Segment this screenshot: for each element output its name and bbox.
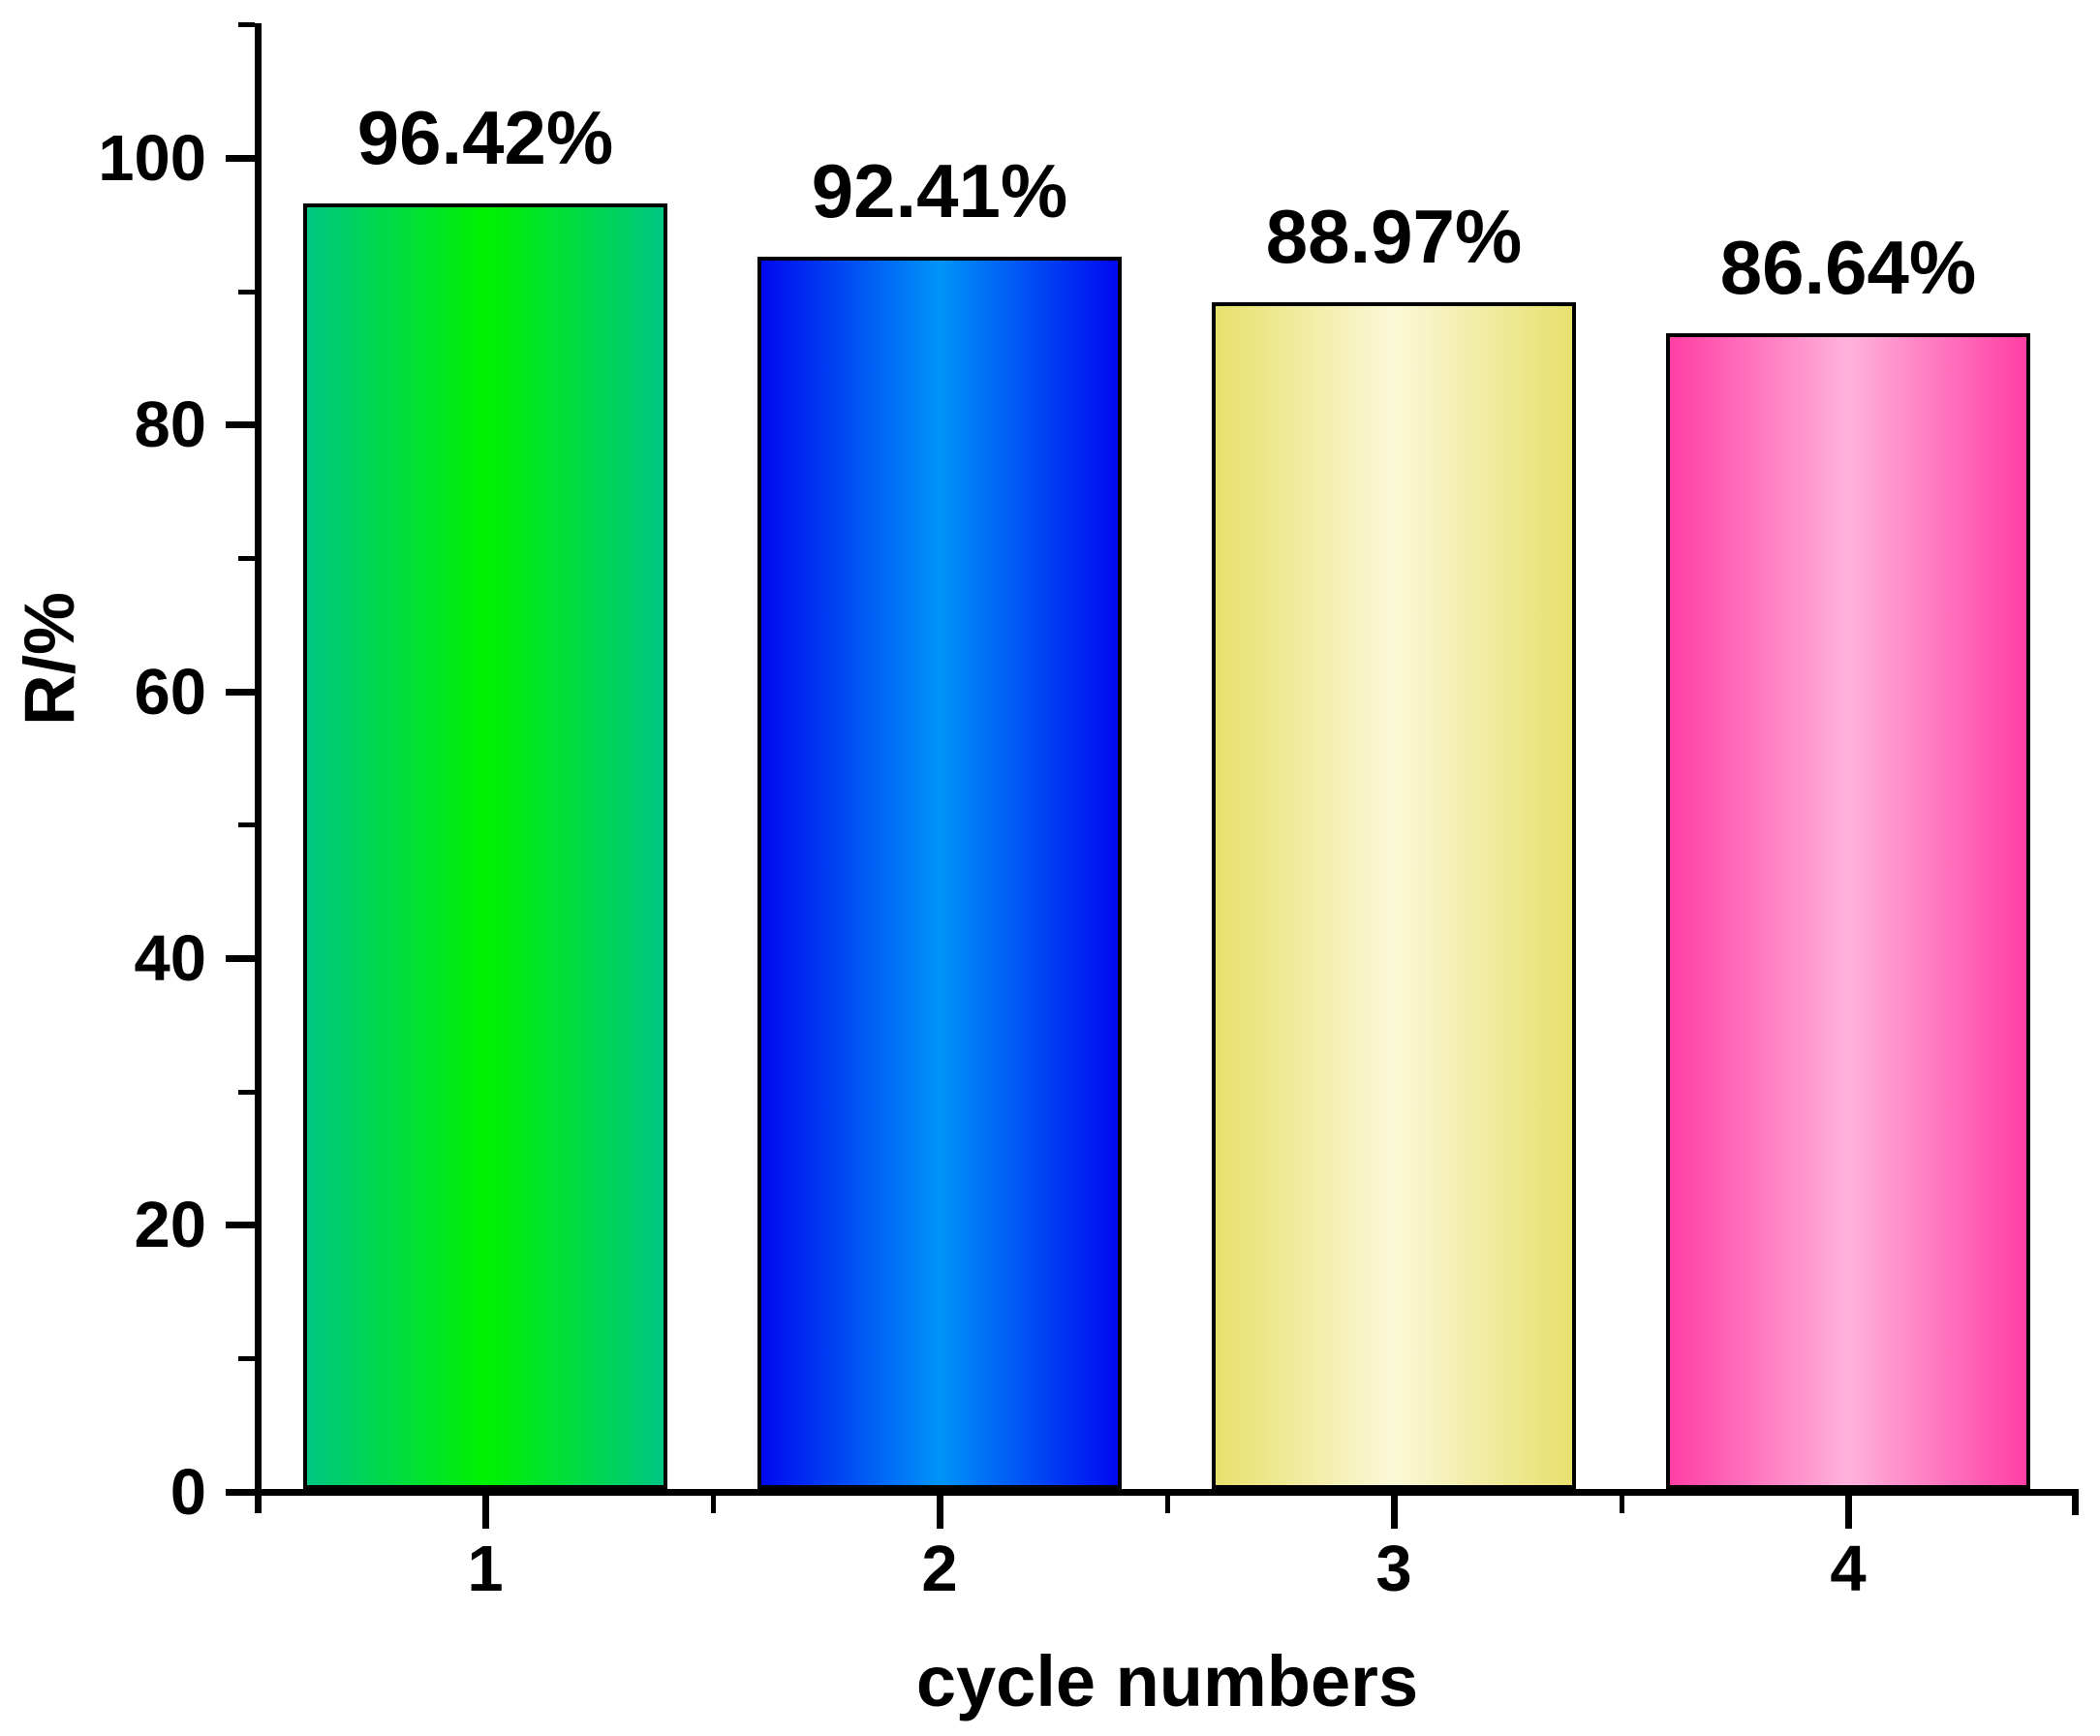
x-tick-label: 2 [921, 1533, 958, 1605]
y-tick-label: 80 [134, 388, 206, 461]
x-axis-line [229, 1489, 2079, 1496]
x-tick-label: 3 [1375, 1533, 1412, 1605]
y-tick-label: 20 [134, 1189, 206, 1261]
y-minor-tick [238, 1356, 255, 1361]
y-minor-tick [238, 290, 255, 294]
y-minor-tick [238, 822, 255, 827]
y-tick-label: 100 [98, 122, 206, 195]
y-major-tick [226, 155, 255, 162]
x-major-tick [1845, 1496, 1852, 1529]
y-major-tick [226, 1222, 255, 1228]
bar-cycle-1 [303, 203, 667, 1489]
bar-cycle-3 [1212, 302, 1576, 1489]
y-minor-tick [238, 1090, 255, 1095]
x-tick-label: 1 [467, 1533, 504, 1605]
x-major-tick [937, 1496, 943, 1529]
y-major-tick [226, 421, 255, 428]
y-tick-label: 40 [134, 922, 206, 995]
y-tick-label: 60 [134, 656, 206, 728]
x-major-tick [1391, 1496, 1398, 1529]
x-minor-tick [711, 1496, 716, 1513]
y-minor-tick [238, 556, 255, 561]
y-tick-label: 0 [170, 1456, 206, 1529]
y-major-tick [226, 689, 255, 696]
x-minor-tick [1165, 1496, 1170, 1513]
x-axis-end-tick [2072, 1496, 2079, 1515]
x-minor-tick [1620, 1496, 1624, 1513]
value-label: 92.41% [811, 148, 1068, 233]
value-label: 88.97% [1265, 194, 1523, 279]
y-axis-title: R/% [11, 592, 89, 726]
x-major-tick [482, 1496, 489, 1529]
bar-cycle-4 [1666, 333, 2030, 1489]
bar-cycle-2 [757, 257, 1122, 1489]
y-axis-line [255, 23, 262, 1513]
x-axis-title: cycle numbers [915, 1641, 1419, 1721]
y-minor-tick [238, 22, 255, 27]
value-label: 96.42% [356, 95, 614, 180]
value-label: 86.64% [1719, 225, 1977, 310]
x-tick-label: 4 [1830, 1533, 1867, 1605]
y-major-tick [226, 1489, 255, 1496]
y-major-tick [226, 955, 255, 962]
